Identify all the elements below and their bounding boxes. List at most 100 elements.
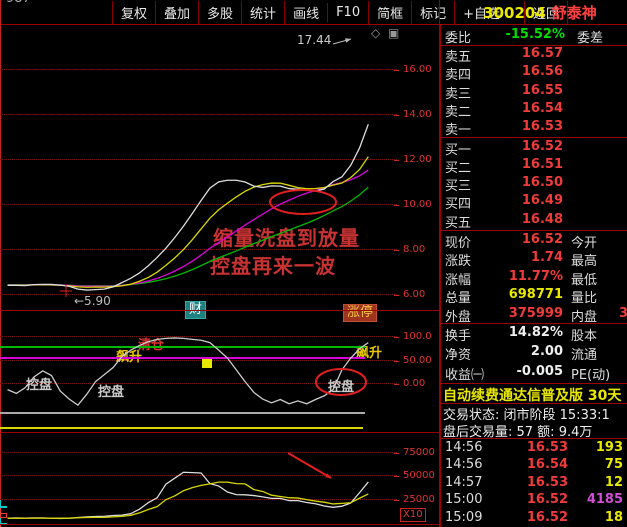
ask-label: 卖一 — [445, 123, 472, 139]
trade-price: 16.54 — [526, 457, 568, 473]
indicator-label: 清仓 — [138, 338, 165, 353]
trade-volume: 18 — [604, 509, 623, 525]
indicator-signal-square — [202, 358, 212, 368]
axis-tick — [394, 384, 399, 385]
trade-volume: 75 — [604, 457, 623, 473]
menu-item-复权[interactable]: 复权 — [112, 0, 155, 24]
menu-item-简框[interactable]: 简框 — [368, 0, 411, 24]
ask-price: 16.56 — [521, 64, 563, 80]
info-row: 净资 2.00 流通 — [445, 344, 627, 364]
axis-tick — [394, 295, 399, 296]
quote-label2: 最低 — [571, 272, 598, 288]
after-hours-volume: 盘后交易量: 57 额: 9.4万 — [443, 425, 593, 440]
bid-label: 买四 — [445, 197, 472, 213]
stock-name: 舒泰神 — [551, 4, 597, 22]
menu-item-+自选[interactable]: +自选 — [454, 0, 508, 24]
quote-row: 总量 698771 量比 — [445, 287, 627, 307]
candle-wick — [0, 525, 1, 527]
diamond-tool-icon[interactable]: ◇ — [371, 26, 381, 40]
bid-row: 买二 16.51 — [445, 157, 627, 176]
panel-separator — [440, 383, 627, 384]
bid-price: 16.49 — [521, 193, 563, 209]
ask-label: 卖四 — [445, 68, 472, 84]
info-row: 换手 14.82% 股本 — [445, 325, 627, 344]
menu-item-画线[interactable]: 画线 — [284, 0, 327, 24]
ask-price: 16.53 — [521, 119, 563, 135]
weibi-row: 委比 -15.52% 委差 — [445, 27, 627, 46]
menu-item-F10[interactable]: F10 — [327, 2, 368, 22]
info-label2: 股本 — [571, 329, 598, 344]
indicator-label: 控盘 — [328, 380, 355, 395]
candle-body — [0, 505, 7, 508]
axis-tick — [394, 115, 399, 116]
menu-item-返回[interactable]: 返回 — [524, 0, 569, 24]
axis-label: 0.00 — [403, 378, 426, 389]
quote-label2: 最高 — [571, 254, 598, 270]
axis-label: 100.0 — [403, 331, 432, 342]
stock-title: 300204 舒泰神 — [455, 2, 625, 23]
quote-row: 涨跌 1.74 最高 — [445, 250, 627, 270]
panel-separator — [440, 403, 627, 404]
window-tool-icon[interactable]: ▣ — [388, 26, 400, 40]
gridline — [0, 359, 397, 361]
gridline — [0, 114, 397, 115]
trade-time: 15:00 — [445, 492, 483, 508]
trade-row: 15:00 16.52 4185 — [445, 492, 623, 509]
axis-label: 8.00 — [403, 244, 426, 255]
clipped-number: 987 — [6, 0, 31, 6]
info-value: 2.00 — [530, 344, 563, 360]
quote-value: 375999 — [508, 305, 563, 321]
candle-wick — [0, 507, 1, 514]
trade-row: 14:57 16.53 12 — [445, 475, 623, 492]
info-label: 收益㈠ — [445, 367, 485, 383]
quote-label2: 量比 — [571, 291, 598, 307]
info-label: 净资 — [445, 348, 472, 364]
ask-row: 卖二 16.54 — [445, 101, 627, 120]
candle-wick — [0, 500, 1, 506]
info-row: 收益㈠ -0.005 PE(动) — [445, 364, 627, 383]
volume-unit-label: X10 — [400, 508, 426, 522]
ask-price: 16.55 — [521, 82, 563, 98]
quote-value: 16.52 — [521, 232, 563, 247]
quote-label: 外盘 — [445, 309, 472, 325]
menu-item-多股[interactable]: 多股 — [198, 0, 241, 24]
panel-divider — [0, 432, 440, 433]
panel-divider — [0, 310, 440, 311]
info-label2: 流通 — [571, 348, 598, 364]
axis-label: 14.00 — [403, 109, 432, 120]
axis-tick — [394, 160, 399, 161]
ask-label: 卖三 — [445, 86, 472, 102]
weibi-label: 委比 — [445, 31, 472, 46]
info-value: 14.82% — [508, 325, 563, 340]
gridline — [0, 69, 397, 70]
high-price-annotation: 17.44 — [297, 33, 332, 47]
chart-bottom-border — [0, 524, 440, 525]
indicator-label: 控盘 — [26, 378, 53, 393]
candle-body — [0, 513, 7, 518]
trade-price: 16.52 — [526, 492, 568, 508]
axis-label: 50000 — [403, 470, 435, 482]
info-label: 换手 — [445, 329, 472, 344]
weicha-label: 委差 — [577, 31, 604, 46]
quote-label2: 今开 — [571, 236, 598, 251]
trade-price: 16.53 — [526, 440, 568, 455]
axis-label: 25000 — [403, 493, 435, 505]
quote-label: 现价 — [445, 236, 472, 251]
trade-volume: 12 — [604, 474, 623, 490]
menu-item-统计[interactable]: 统计 — [241, 0, 284, 24]
menu-item-叠加[interactable]: 叠加 — [155, 0, 198, 24]
axis-label: 6.00 — [403, 289, 426, 300]
panel-separator — [440, 438, 627, 439]
trade-time: 14:57 — [445, 474, 483, 490]
limit-up-badge[interactable]: 涨停 — [343, 304, 378, 322]
gridline — [0, 294, 397, 295]
ad-banner[interactable]: 自动续费通达信普及版 30天 — [443, 388, 622, 403]
axis-tick — [394, 205, 399, 206]
axis-label: 50.00 — [403, 354, 432, 366]
bid-row: 买三 16.50 — [445, 175, 627, 194]
quote-row: 外盘 375999 内盘 3 — [445, 305, 627, 325]
stock-code: 300204 — [483, 4, 546, 22]
axis-label: 12.00 — [403, 154, 432, 165]
gridline — [0, 249, 397, 250]
